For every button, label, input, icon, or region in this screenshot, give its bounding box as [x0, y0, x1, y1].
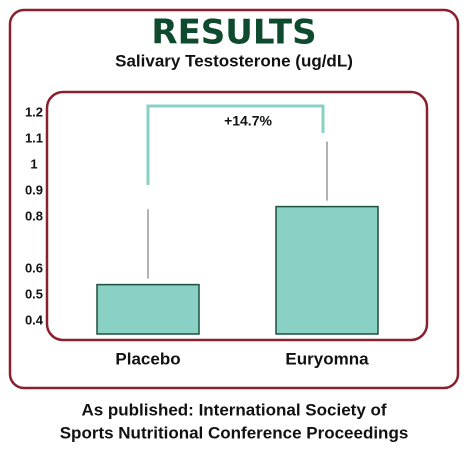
y-tick-label: 0.5 [25, 286, 43, 301]
y-tick-label: 0.8 [25, 208, 43, 223]
chart-subtitle: Salivary Testosterone (ug/dL) [115, 51, 353, 70]
plot-frame [45, 90, 429, 342]
y-tick-label: 0.4 [25, 312, 44, 327]
y-tick-label: 0.9 [25, 182, 43, 197]
x-tick-label: Euryomna [285, 349, 369, 368]
bar [275, 205, 379, 335]
annotation: +14.7% [224, 113, 272, 129]
y-tick-label: 1.1 [25, 130, 43, 145]
y-tick-label: 1 [30, 156, 37, 171]
bar [96, 283, 200, 335]
footer-line: Sports Nutritional Conference Proceeding… [60, 423, 409, 442]
y-tick-label: 1.2 [25, 104, 43, 119]
outer-frame [8, 8, 460, 390]
annotation-bracket [146, 104, 325, 185]
y-tick-label: 0.6 [25, 260, 43, 275]
x-tick-label: Placebo [115, 349, 180, 368]
footer-line: As published: International Society of [81, 400, 386, 419]
chart-title: RESULTS [151, 13, 316, 53]
